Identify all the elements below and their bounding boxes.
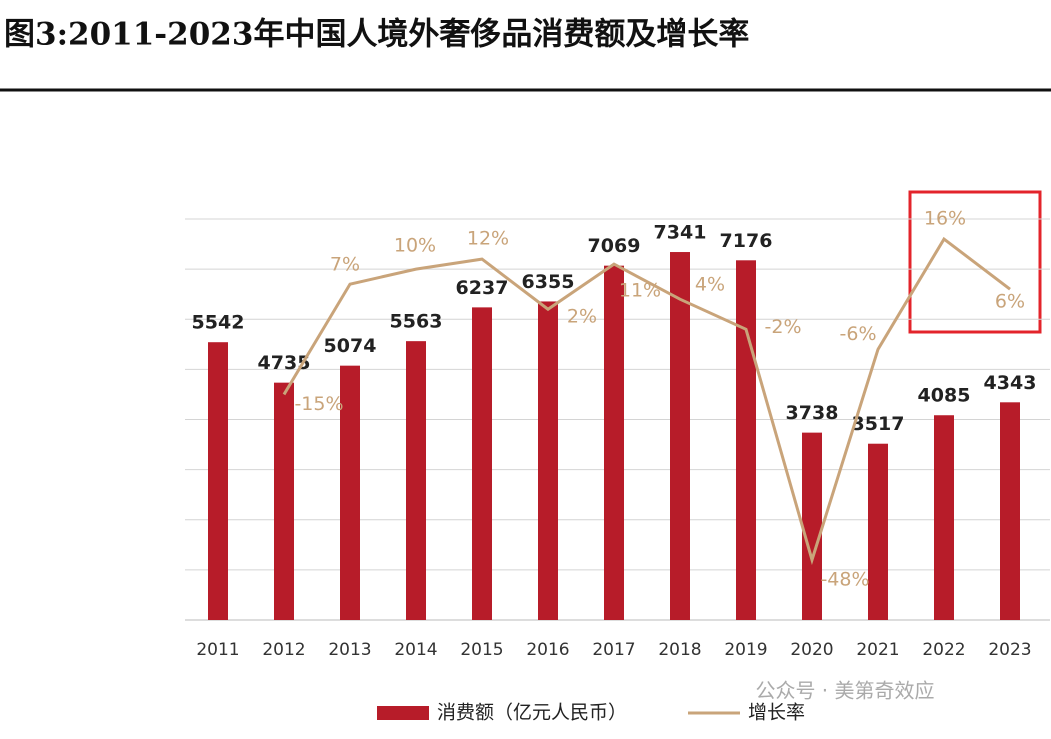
chart-title: 图3:2011-2023年中国人境外奢侈品消费额及增长率 — [4, 17, 749, 53]
x-tick-label: 2013 — [328, 640, 371, 660]
line-value-label: 4% — [695, 274, 725, 296]
legend-label: 增长率 — [748, 702, 805, 724]
x-tick-label: 2017 — [592, 640, 635, 660]
bar — [472, 307, 492, 620]
bar — [604, 265, 624, 620]
bar-value-label: 7176 — [720, 230, 773, 252]
bar-value-label: 3517 — [852, 413, 905, 435]
bar — [274, 382, 294, 620]
x-tick-label: 2022 — [922, 640, 965, 660]
growth-line — [282, 236, 1011, 566]
legend-swatch — [377, 706, 429, 720]
bar — [538, 301, 558, 620]
bar — [208, 342, 228, 620]
line-value-label: 7% — [330, 254, 360, 276]
bar-value-label: 5074 — [324, 335, 377, 357]
bar-value-label: 4085 — [918, 385, 971, 407]
bar — [1000, 402, 1020, 620]
watermark: 公众号 · 美第奇效应 — [755, 679, 934, 703]
bar — [934, 415, 954, 620]
bar-value-label: 4343 — [984, 372, 1037, 394]
line-value-label: -6% — [840, 323, 877, 345]
line-value-label: 10% — [394, 235, 436, 257]
line-value-label: -15% — [294, 393, 343, 415]
bar — [802, 432, 822, 620]
line-value-label: -2% — [765, 316, 802, 338]
x-tick-label: 2014 — [394, 640, 437, 660]
x-tick-label: 2020 — [790, 640, 833, 660]
line-value-label: 11% — [619, 280, 661, 302]
bar — [340, 365, 360, 620]
line-value-label: -48% — [820, 568, 869, 590]
line-value-label: 6% — [995, 291, 1025, 313]
bar-value-label: 5563 — [390, 311, 443, 333]
bar — [868, 443, 888, 620]
x-tick-label: 2011 — [196, 640, 239, 660]
x-tick-label: 2015 — [460, 640, 503, 660]
line-value-label: 2% — [567, 306, 597, 328]
bar-value-label: 7341 — [654, 222, 707, 244]
x-tick-label: 2016 — [526, 640, 569, 660]
bar-value-label: 4735 — [258, 352, 311, 374]
line-value-label: 12% — [467, 228, 509, 250]
bar-value-label: 7069 — [588, 235, 641, 257]
line-value-label: 16% — [924, 208, 966, 230]
bar — [670, 252, 690, 620]
x-tick-label: 2023 — [988, 640, 1031, 660]
x-tick-label: 2021 — [856, 640, 899, 660]
bar-value-label: 5542 — [192, 312, 245, 334]
legend-label: 消费额（亿元人民币） — [437, 702, 627, 724]
bar-value-label: 3738 — [786, 402, 839, 424]
x-tick-label: 2018 — [658, 640, 701, 660]
x-tick-label: 2019 — [724, 640, 767, 660]
bar-value-label: 6237 — [456, 277, 509, 299]
x-tick-label: 2012 — [262, 640, 305, 660]
bar-value-label: 6355 — [522, 271, 575, 293]
highlight-box — [908, 190, 1042, 334]
bar — [736, 260, 756, 620]
bar — [406, 341, 426, 620]
